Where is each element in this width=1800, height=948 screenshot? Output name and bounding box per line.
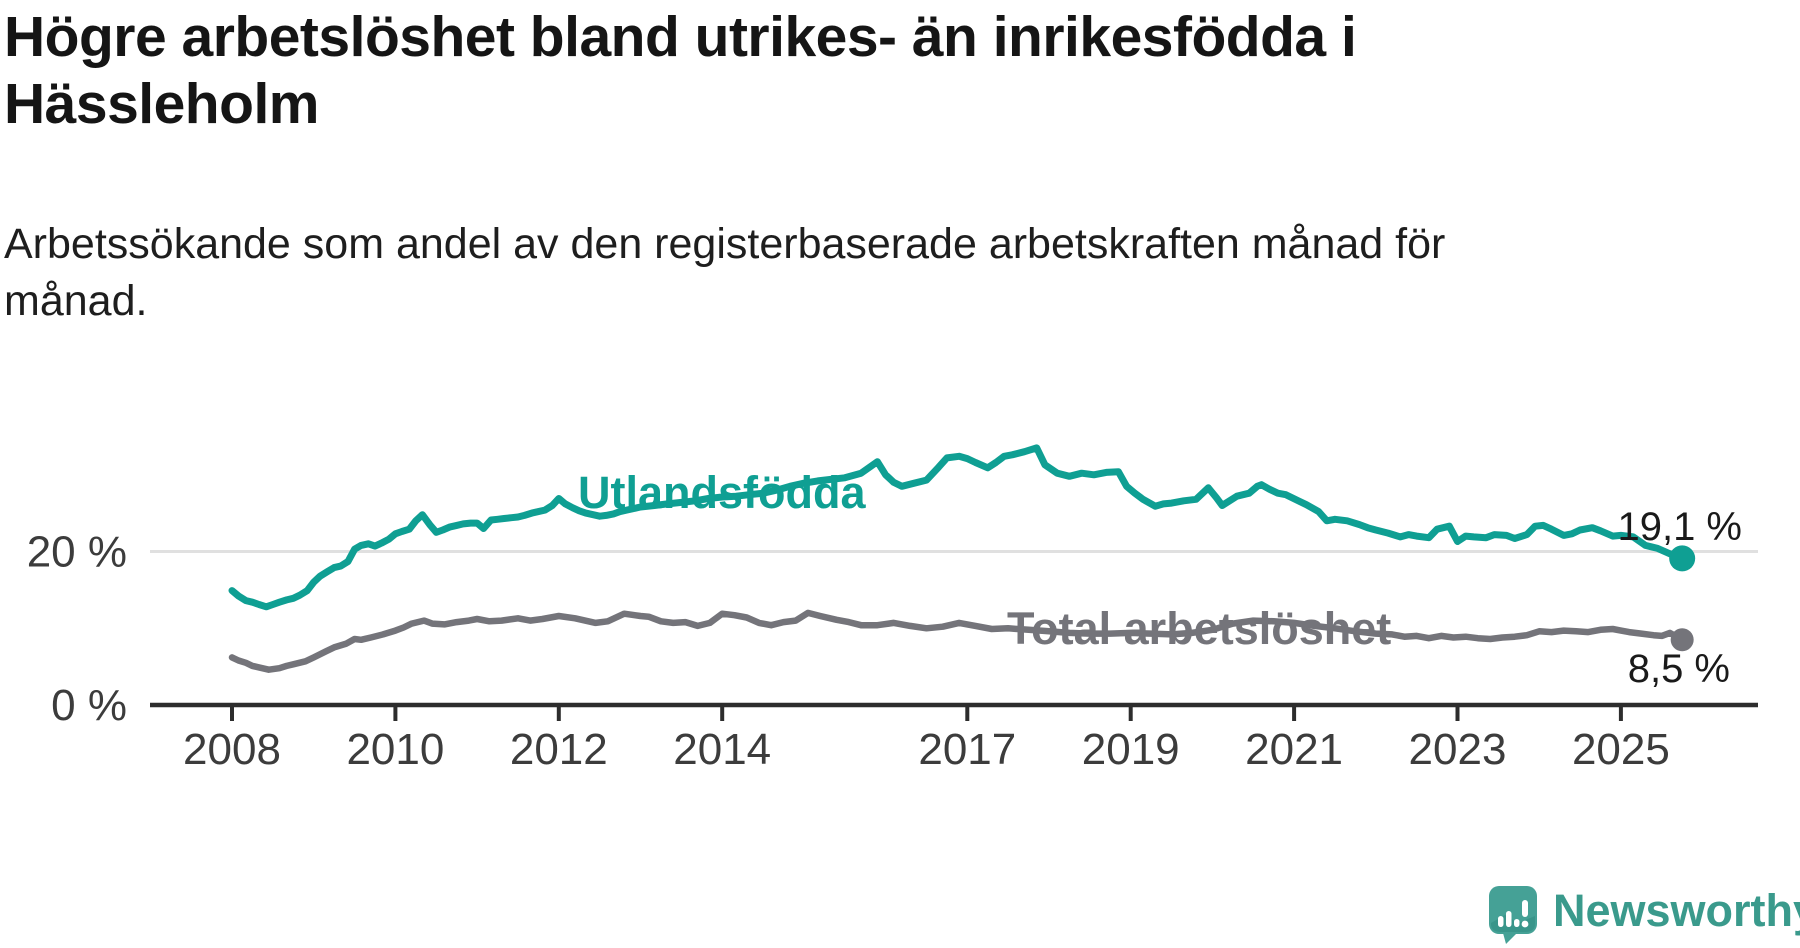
x-tick-label: 2010 bbox=[346, 725, 444, 774]
x-tick-label: 2023 bbox=[1409, 725, 1507, 774]
subtitle-line-2: månad. bbox=[4, 277, 148, 325]
end-value-label-utlandsfodda: 19,1 % bbox=[1617, 505, 1742, 549]
title-line-2: Hässleholm bbox=[4, 72, 319, 136]
series-line-utlandsfodda bbox=[228, 444, 1686, 611]
series-label-utlandsfodda: Utlandsfödda bbox=[578, 467, 866, 518]
subtitle-line-1: Arbetssökande som andel av den registerb… bbox=[4, 220, 1446, 268]
title-line-1: Högre arbetslöshet bland utrikes- än inr… bbox=[4, 5, 1357, 69]
speech-bubble-tail bbox=[1503, 933, 1517, 944]
x-tick-label: 2017 bbox=[918, 725, 1016, 774]
x-tick-label: 2025 bbox=[1572, 725, 1670, 774]
y-tick-label: 0 % bbox=[51, 681, 127, 730]
chart-subtitle: Arbetssökande som andel av den registerb… bbox=[4, 216, 1624, 330]
newsworthy-icon bbox=[1489, 886, 1537, 944]
series-line-total-arbetsloshet bbox=[228, 609, 1686, 673]
series-label-total-arbetsloshet: Total arbetslöshet bbox=[1007, 603, 1391, 654]
newsworthy-logo: Newsworthy bbox=[1489, 886, 1800, 944]
page-title: Högre arbetslöshet bland utrikes- än inr… bbox=[4, 4, 1604, 138]
x-tick-label: 2008 bbox=[183, 725, 281, 774]
x-tick-label: 2012 bbox=[510, 725, 608, 774]
newsworthy-logo-text: Newsworthy bbox=[1553, 885, 1800, 936]
end-dot-total-arbetsloshet bbox=[1670, 628, 1694, 652]
x-tick-label: 2021 bbox=[1245, 725, 1343, 774]
x-tick-label: 2014 bbox=[673, 725, 771, 774]
x-tick-label: 2019 bbox=[1082, 725, 1180, 774]
end-dot-utlandsfodda bbox=[1669, 545, 1696, 572]
y-tick-label: 20 % bbox=[27, 528, 127, 577]
end-value-label-total-arbetsloshet: 8,5 % bbox=[1628, 647, 1730, 691]
